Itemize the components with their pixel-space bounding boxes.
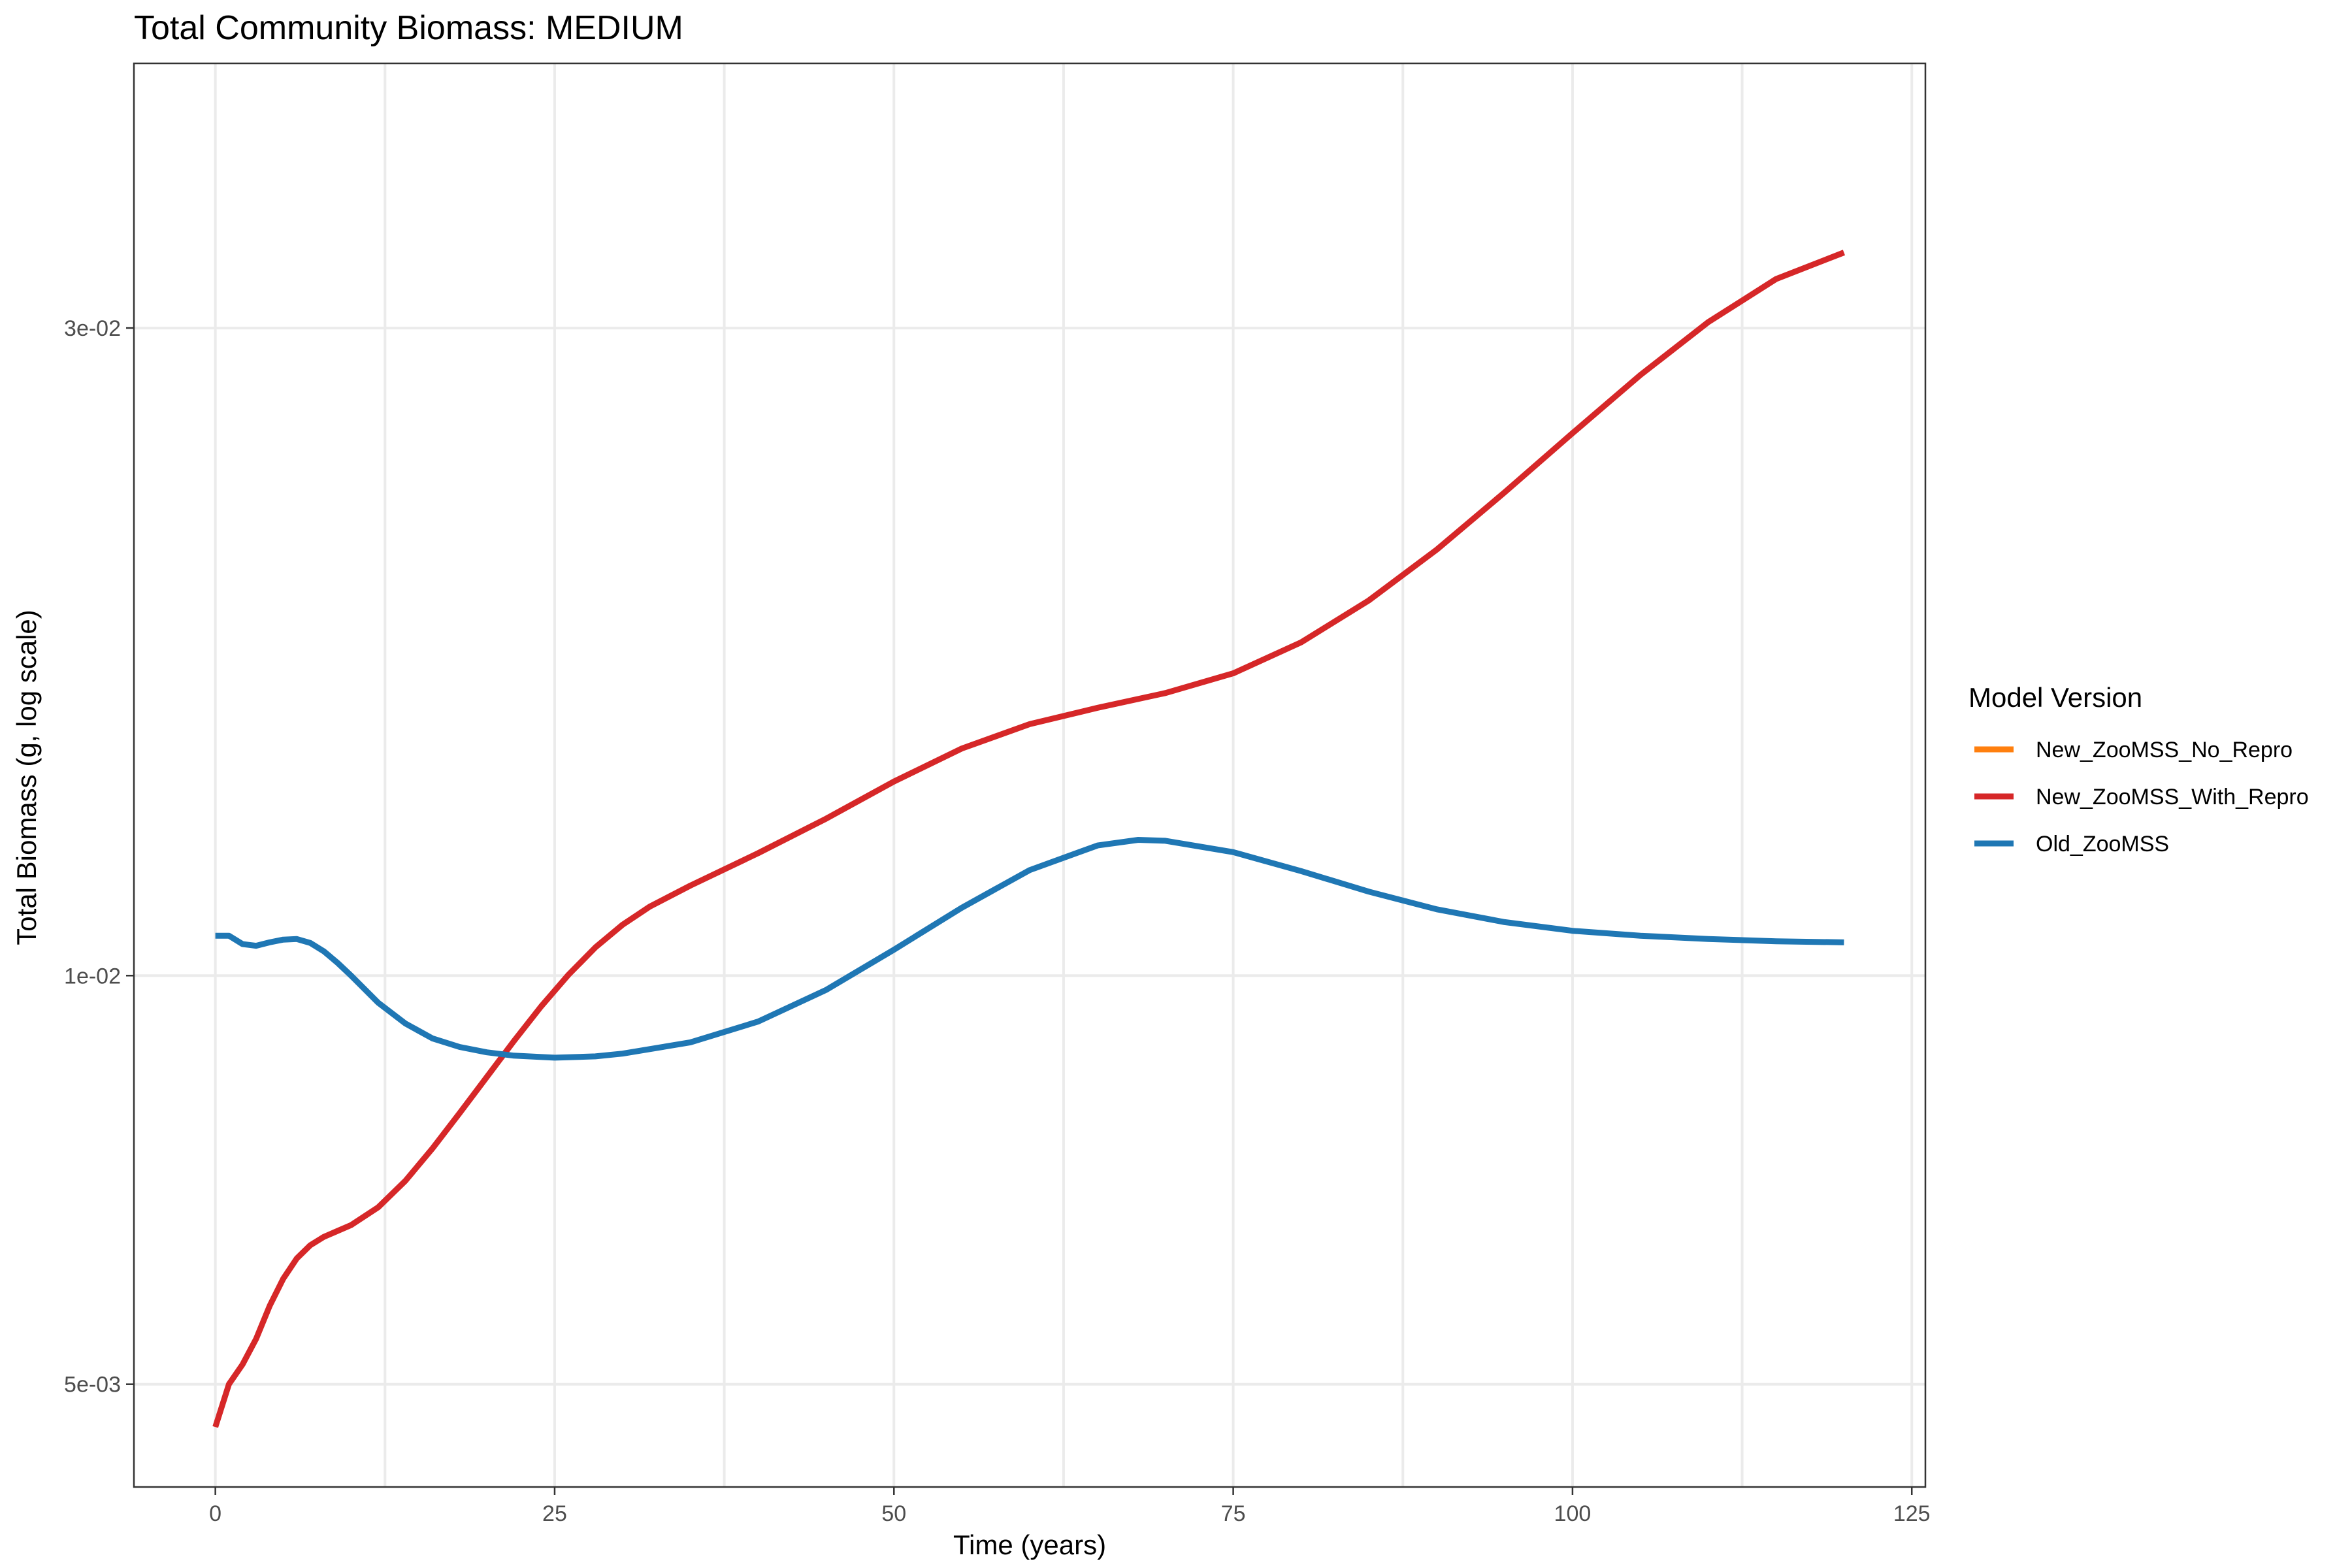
old-zoomss-line bbox=[215, 837, 1844, 1061]
chart-title: Total Community Biomass: MEDIUM bbox=[134, 9, 683, 47]
y-axis: 5e-03 1e-02 3e-02 bbox=[64, 316, 134, 1397]
plot-panel-border bbox=[133, 62, 1927, 1488]
legend-items: New_ZooMSS_No_Repro New_ZooMSS_With_Repro… bbox=[1974, 738, 2309, 857]
y-tick-label: 5e-03 bbox=[64, 1373, 121, 1397]
legend-title: Model Version bbox=[1968, 682, 2142, 713]
x-tick-label: 25 bbox=[542, 1501, 567, 1526]
y-axis-title: Total Biomass (g, log scale) bbox=[11, 610, 42, 945]
grid bbox=[134, 63, 1925, 1487]
legend-label: New_ZooMSS_No_Repro bbox=[2036, 738, 2293, 762]
new-zoomss-with-repro-line bbox=[212, 250, 1846, 1428]
y-tick-label: 3e-02 bbox=[64, 316, 121, 341]
legend: Model Version New_ZooMSS_No_ReproNew_Zoo… bbox=[1968, 682, 2309, 857]
x-axis: 0 25 50 75 100 125 bbox=[209, 1487, 1931, 1526]
x-tick-label: 75 bbox=[1221, 1501, 1246, 1526]
y-tick-label: 1e-02 bbox=[64, 964, 121, 988]
legend-label: Old_ZooMSS bbox=[2036, 832, 2169, 857]
x-tick-label: 0 bbox=[209, 1501, 221, 1526]
plot-panel bbox=[134, 63, 1925, 1487]
legend-label: New_ZooMSS_With_Repro bbox=[2036, 785, 2309, 809]
x-tick-label: 50 bbox=[881, 1501, 906, 1526]
series-lines bbox=[212, 250, 1846, 1428]
x-axis-title: Time (years) bbox=[953, 1529, 1106, 1560]
x-tick-label: 125 bbox=[1893, 1501, 1931, 1526]
x-tick-label: 100 bbox=[1554, 1501, 1592, 1526]
